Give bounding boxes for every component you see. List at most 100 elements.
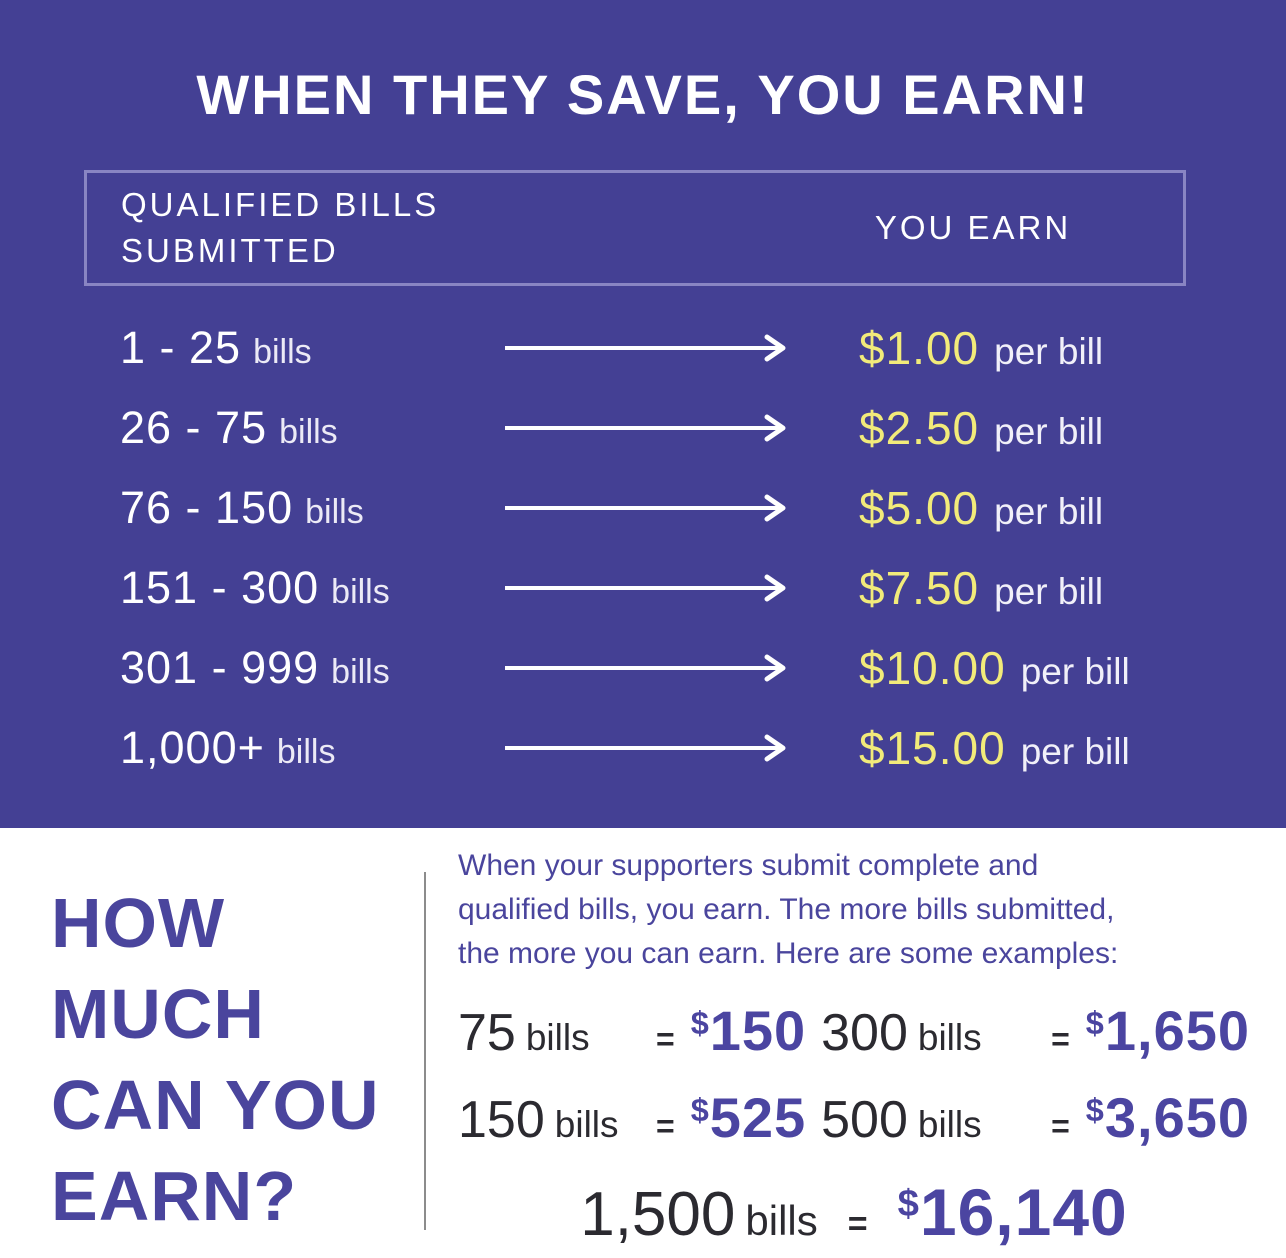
column-header-you-earn: YOU EARN — [874, 209, 1072, 246]
earn-value: $1.00 per bill — [859, 321, 1103, 375]
dollar-sign: $ — [690, 1091, 710, 1128]
equals-sign: = — [1051, 1021, 1070, 1057]
bills-range-label: 151 - 300 bills — [120, 562, 503, 614]
earnings-examples-section: HOW MUCH CAN YOU EARN? When your support… — [0, 828, 1286, 1258]
paragraph-line: the more you can earn. Here are some exa… — [458, 937, 1119, 970]
bills-range-label: 76 - 150 bills — [120, 482, 503, 534]
earn-per-bill: per bill — [1020, 651, 1130, 692]
example-item: 500 bills = $3,650 — [821, 1085, 1250, 1150]
page-title: WHEN THEY SAVE, YOU EARN! — [196, 63, 1090, 126]
right-arrow-icon — [505, 654, 786, 682]
equals-sign: = — [1051, 1108, 1070, 1144]
earn-value: $2.50 per bill — [859, 401, 1103, 455]
example-amount-value: 525 — [709, 1086, 807, 1149]
heading-line: CAN YOU — [51, 1066, 380, 1144]
dollar-sign: $ — [897, 1181, 920, 1225]
example-amount: $1,650 — [1086, 998, 1250, 1063]
vertical-divider — [424, 872, 426, 1230]
example-bills-label: 150 bills — [458, 1090, 640, 1150]
rate-table-section: WHEN THEY SAVE, YOU EARN! QUALIFIED BILL… — [0, 0, 1286, 828]
dollar-sign: $ — [1085, 1004, 1105, 1041]
examples-column: When your supporters submit complete and… — [458, 844, 1250, 1250]
rate-rows: 1 - 25 bills $1.00 per bill 26 - 75 bill… — [0, 308, 1286, 788]
example-bills-label: 300 bills — [821, 1003, 1035, 1063]
heading-line: MUCH — [51, 975, 265, 1053]
example-item: 300 bills = $1,650 — [821, 998, 1250, 1063]
examples-grid: 75 bills = $150 300 bills = $1,650 — [458, 998, 1250, 1150]
equals-sign: = — [847, 1205, 868, 1243]
example-bills-count: 1,500 — [580, 1180, 736, 1249]
example-bills-count: 300 — [821, 1004, 908, 1062]
bills-range: 76 - 150 — [120, 482, 294, 533]
example-bills-unit: bills — [917, 1017, 982, 1058]
heading-line: EARN? — [51, 1157, 298, 1235]
earn-amount: $15.00 — [859, 722, 1006, 774]
example-bills-count: 500 — [821, 1091, 908, 1149]
paragraph-line: When your supporters submit complete and — [458, 849, 1039, 882]
example-amount-value: 150 — [709, 999, 807, 1062]
earn-amount: $1.00 — [859, 322, 980, 374]
table-row: 26 - 75 bills $2.50 per bill — [0, 388, 1286, 468]
example-bills-label: 75 bills — [458, 1003, 640, 1063]
bills-range: 1 - 25 — [120, 322, 242, 373]
earn-per-bill: per bill — [1020, 731, 1130, 772]
bills-range-label: 1,000+ bills — [120, 722, 503, 774]
right-arrow-icon — [505, 574, 786, 602]
example-amount: $16,140 — [898, 1174, 1128, 1250]
earn-per-bill: per bill — [994, 411, 1104, 452]
example-bills-unit: bills — [554, 1104, 619, 1145]
equals-sign: = — [656, 1021, 675, 1057]
earn-value: $7.50 per bill — [859, 561, 1103, 615]
earn-value: $5.00 per bill — [859, 481, 1103, 535]
example-amount-value: 3,650 — [1104, 1086, 1250, 1149]
table-row: 1 - 25 bills $1.00 per bill — [0, 308, 1286, 388]
example-amount: $150 — [691, 998, 807, 1063]
bills-unit: bills — [253, 333, 312, 371]
earn-per-bill: per bill — [994, 571, 1104, 612]
example-bills-unit: bills — [917, 1104, 982, 1145]
paragraph-line: qualified bills, you earn. The more bill… — [458, 893, 1115, 926]
example-item: 75 bills = $150 — [458, 998, 821, 1063]
example-amount-value: 1,650 — [1104, 999, 1250, 1062]
bills-range: 1,000+ — [120, 722, 265, 773]
example-amount: $3,650 — [1086, 1085, 1250, 1150]
right-arrow-icon — [505, 734, 786, 762]
bills-range-label: 1 - 25 bills — [120, 322, 503, 374]
table-row: 151 - 300 bills $7.50 per bill — [0, 548, 1286, 628]
example-bills-count: 75 — [458, 1004, 516, 1062]
example-bills-unit: bills — [745, 1197, 818, 1244]
table-header-box: QUALIFIED BILLS SUBMITTED YOU EARN — [84, 170, 1186, 286]
right-arrow-icon — [505, 494, 786, 522]
earn-amount: $2.50 — [859, 402, 980, 454]
earn-amount: $5.00 — [859, 482, 980, 534]
earn-value: $10.00 per bill — [859, 641, 1130, 695]
table-row: 76 - 150 bills $5.00 per bill — [0, 468, 1286, 548]
example-amount: $525 — [691, 1085, 807, 1150]
table-row: 301 - 999 bills $10.00 per bill — [0, 628, 1286, 708]
earn-per-bill: per bill — [994, 331, 1104, 372]
example-bills-count: 150 — [458, 1091, 545, 1149]
dollar-sign: $ — [1085, 1091, 1105, 1128]
bills-unit: bills — [305, 493, 364, 531]
bills-unit: bills — [331, 653, 390, 691]
table-row: 1,000+ bills $15.00 per bill — [0, 708, 1286, 788]
example-amount-value: 16,140 — [919, 1175, 1128, 1249]
example-bills-label: 500 bills — [821, 1090, 1035, 1150]
bills-unit: bills — [276, 733, 336, 771]
heading-line: HOW — [51, 884, 226, 962]
earn-value: $15.00 per bill — [859, 721, 1130, 775]
right-arrow-icon — [505, 414, 786, 442]
earn-amount: $10.00 — [859, 642, 1006, 694]
earn-per-bill: per bill — [994, 491, 1104, 532]
section-heading: HOW MUCH CAN YOU EARN? — [51, 878, 380, 1242]
example-bills-label: 1,500 bills — [580, 1179, 818, 1250]
bills-unit: bills — [331, 573, 390, 611]
bills-range: 26 - 75 — [120, 402, 268, 453]
example-bills-unit: bills — [525, 1017, 590, 1058]
bills-range-label: 26 - 75 bills — [120, 402, 503, 454]
earn-amount: $7.50 — [859, 562, 980, 614]
example-item: 150 bills = $525 — [458, 1085, 821, 1150]
intro-paragraph: When your supporters submit complete and… — [458, 844, 1250, 976]
equals-sign: = — [656, 1108, 675, 1144]
